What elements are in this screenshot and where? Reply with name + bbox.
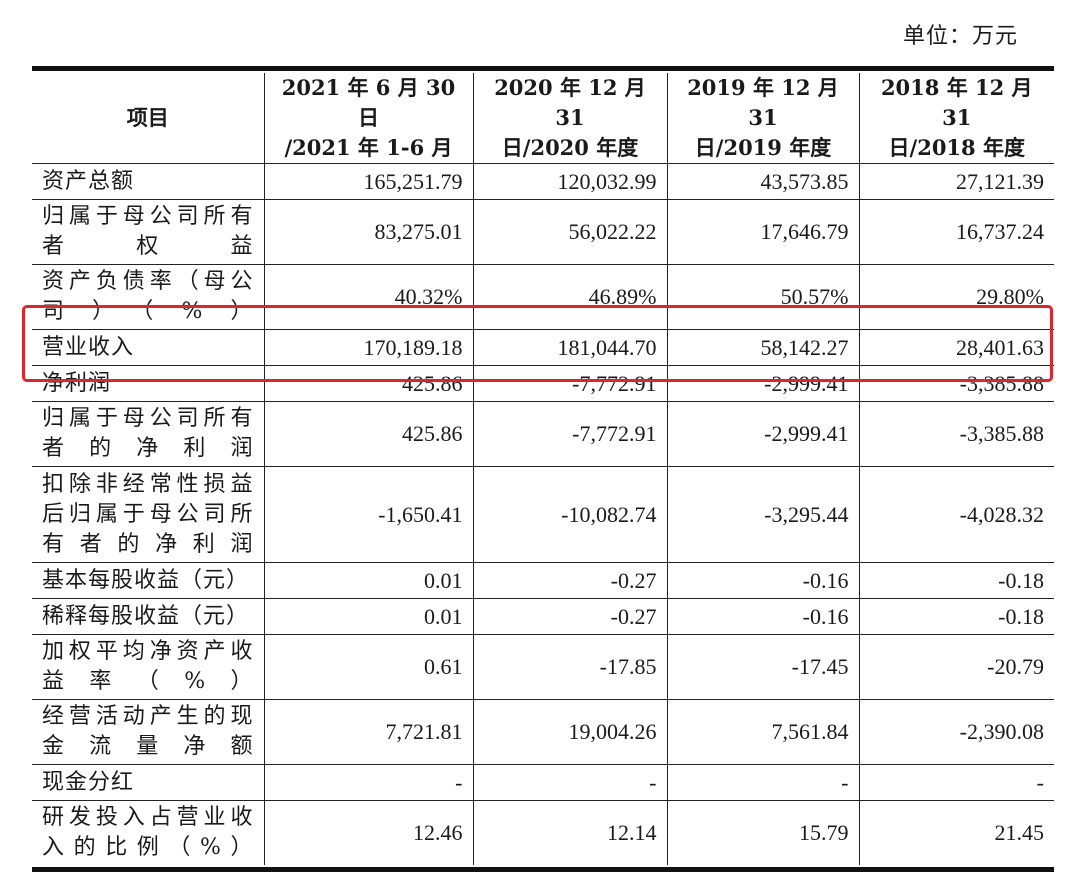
value-cell: -2,390.08: [858, 699, 1054, 765]
value-cell: 181,044.70: [472, 329, 668, 366]
row-debt-ratio: 资产负债率（母公 司）（%） 40.32% 46.89% 50.57% 29.80%: [32, 264, 1054, 330]
value-cell: -: [472, 764, 668, 801]
value-cell: -4,028.32: [858, 466, 1054, 563]
row-label: 经营活动产生的现 金流量净额: [32, 699, 265, 765]
value-cell: 15.79: [666, 800, 860, 865]
value-cell: 7,561.84: [666, 699, 860, 765]
value-cell: -17.85: [472, 634, 668, 700]
financial-table-container: 项目 2021 年 6 月 30 日 /2021 年 1-6 月 2020 年 …: [32, 66, 1054, 872]
header-row: 项目 2021 年 6 月 30 日 /2021 年 1-6 月 2020 年 …: [32, 73, 1054, 164]
value-cell: -: [858, 764, 1054, 801]
row-label: 基本每股收益（元）: [32, 562, 265, 599]
row-label: 净利润: [32, 365, 265, 402]
value-cell: 12.46: [263, 800, 474, 865]
value-cell: 120,032.99: [472, 163, 668, 200]
row-net-profit: 净利润 425.86 -7,772.91 -2,999.41 -3,385.88: [32, 365, 1054, 402]
value-cell: -1,650.41: [263, 466, 474, 563]
header-col-2021h1: 2021 年 6 月 30 日 /2021 年 1-6 月: [263, 73, 474, 164]
value-cell: -0.16: [666, 562, 860, 599]
row-rd-ratio: 研发投入占营业收 入的比例（%） 12.46 12.14 15.79 21.45: [32, 800, 1054, 865]
value-cell: -: [666, 764, 860, 801]
value-cell: -0.16: [666, 598, 860, 635]
table-top-rule: [32, 66, 1054, 71]
value-cell: 16,737.24: [858, 199, 1054, 265]
row-label: 扣除非经常性损益 后归属于母公司所 有者的净利润: [32, 466, 265, 563]
value-cell: -3,385.88: [858, 365, 1054, 402]
unit-label: 单位：万元: [902, 24, 1018, 49]
header-item: 项目: [32, 73, 265, 164]
value-cell: 0.01: [263, 598, 474, 635]
value-cell: 0.01: [263, 562, 474, 599]
value-cell: 27,121.39: [858, 163, 1054, 200]
value-cell: -3,295.44: [666, 466, 860, 563]
row-parent-net-profit: 归属于母公司所有 者的净利润 425.86 -7,772.91 -2,999.41 -3,…: [32, 401, 1054, 467]
value-cell: 28,401.63: [858, 329, 1054, 366]
value-cell: 425.86: [263, 401, 474, 467]
row-label: 稀释每股收益（元）: [32, 598, 265, 635]
value-cell: -: [263, 764, 474, 801]
value-cell: 19,004.26: [472, 699, 668, 765]
value-cell: 58,142.27: [666, 329, 860, 366]
value-cell: -0.18: [858, 562, 1054, 599]
row-label: 研发投入占营业收 入的比例（%）: [32, 800, 265, 865]
value-cell: 165,251.79: [263, 163, 474, 200]
row-label: 归属于母公司所有 者权益: [32, 199, 265, 265]
row-label: 归属于母公司所有 者的净利润: [32, 401, 265, 467]
value-cell: 83,275.01: [263, 199, 474, 265]
row-cash-dividend: 现金分红 - - - -: [32, 764, 1054, 801]
value-cell: 46.89%: [472, 264, 668, 330]
value-cell: -20.79: [858, 634, 1054, 700]
row-basic-eps: 基本每股收益（元） 0.01 -0.27 -0.16 -0.18: [32, 562, 1054, 599]
value-cell: 50.57%: [666, 264, 860, 330]
value-cell: 29.80%: [858, 264, 1054, 330]
header-col-2020: 2020 年 12 月 31 日/2020 年度: [472, 73, 668, 164]
financial-table: 项目 2021 年 6 月 30 日 /2021 年 1-6 月 2020 年 …: [32, 73, 1054, 865]
row-net-profit-excl-nonrecurring: 扣除非经常性损益 后归属于母公司所 有者的净利润 -1,650.41 -10,082.7…: [32, 466, 1054, 563]
row-label: 加权平均净资产收 益率（%）: [32, 634, 265, 700]
row-revenue: 营业收入 170,189.18 181,044.70 58,142.27 28,401.…: [32, 329, 1054, 366]
value-cell: 170,189.18: [263, 329, 474, 366]
value-cell: 56,022.22: [472, 199, 668, 265]
value-cell: 425.86: [263, 365, 474, 402]
row-diluted-eps: 稀释每股收益（元） 0.01 -0.27 -0.16 -0.18: [32, 598, 1054, 635]
value-cell: -7,772.91: [472, 401, 668, 467]
value-cell: 21.45: [858, 800, 1054, 865]
value-cell: -0.27: [472, 598, 668, 635]
row-label: 现金分红: [32, 764, 265, 801]
value-cell: 12.14: [472, 800, 668, 865]
value-cell: -2,999.41: [666, 401, 860, 467]
row-total-assets: 资产总额 165,251.79 120,032.99 43,573.85 27,121.…: [32, 163, 1054, 200]
table-bottom-rule: [32, 867, 1054, 872]
header-col-2019: 2019 年 12 月 31 日/2019 年度: [666, 73, 860, 164]
row-parent-equity: 归属于母公司所有 者权益 83,275.01 56,022.22 17,646.79 16…: [32, 199, 1054, 265]
value-cell: -0.18: [858, 598, 1054, 635]
row-weighted-roe: 加权平均净资产收 益率（%） 0.61 -17.85 -17.45 -20.79: [32, 634, 1054, 700]
value-cell: 7,721.81: [263, 699, 474, 765]
value-cell: 43,573.85: [666, 163, 860, 200]
value-cell: -7,772.91: [472, 365, 668, 402]
value-cell: -10,082.74: [472, 466, 668, 563]
row-label: 资产总额: [32, 163, 265, 200]
value-cell: 40.32%: [263, 264, 474, 330]
value-cell: -0.27: [472, 562, 668, 599]
value-cell: -2,999.41: [666, 365, 860, 402]
header-col-2018: 2018 年 12 月 31 日/2018 年度: [858, 73, 1054, 164]
row-operating-cash-flow: 经营活动产生的现 金流量净额 7,721.81 19,004.26 7,561.84 -2…: [32, 699, 1054, 765]
value-cell: 0.61: [263, 634, 474, 700]
value-cell: 17,646.79: [666, 199, 860, 265]
row-label: 资产负债率（母公 司）（%）: [32, 264, 265, 330]
row-label: 营业收入: [32, 329, 265, 366]
value-cell: -3,385.88: [858, 401, 1054, 467]
value-cell: -17.45: [666, 634, 860, 700]
